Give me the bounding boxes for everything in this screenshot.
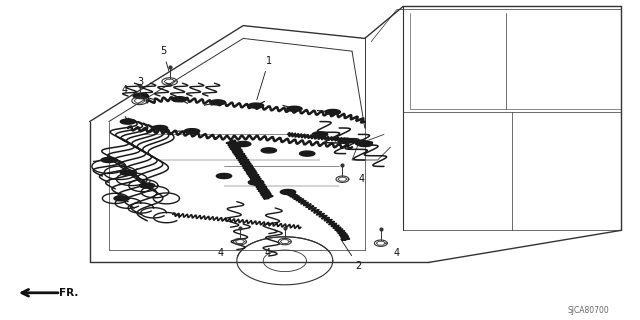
Text: 5: 5	[160, 46, 169, 71]
Polygon shape	[312, 132, 328, 137]
Polygon shape	[300, 151, 315, 156]
Polygon shape	[101, 157, 116, 163]
Polygon shape	[152, 125, 168, 131]
Text: 1: 1	[257, 56, 272, 100]
Polygon shape	[210, 100, 225, 105]
Text: 4: 4	[122, 84, 128, 95]
Polygon shape	[261, 148, 276, 153]
Polygon shape	[172, 97, 187, 102]
Polygon shape	[338, 138, 353, 143]
Polygon shape	[357, 141, 372, 147]
Polygon shape	[325, 109, 340, 115]
Polygon shape	[248, 103, 264, 108]
Text: 4: 4	[264, 248, 271, 258]
Polygon shape	[280, 189, 296, 195]
Polygon shape	[114, 196, 129, 201]
Text: 2: 2	[340, 239, 362, 271]
Polygon shape	[287, 106, 302, 111]
Text: 4: 4	[218, 248, 224, 258]
Polygon shape	[120, 170, 136, 175]
Polygon shape	[140, 183, 155, 188]
Text: 4: 4	[394, 248, 400, 258]
Text: SJCA80700: SJCA80700	[568, 306, 610, 315]
Text: 4: 4	[358, 174, 365, 184]
Polygon shape	[133, 93, 148, 99]
Polygon shape	[120, 119, 136, 124]
Polygon shape	[216, 173, 232, 179]
Text: FR.: FR.	[59, 288, 78, 298]
Polygon shape	[236, 141, 251, 147]
Polygon shape	[184, 129, 200, 134]
Polygon shape	[248, 180, 264, 185]
Text: 3: 3	[138, 77, 149, 100]
